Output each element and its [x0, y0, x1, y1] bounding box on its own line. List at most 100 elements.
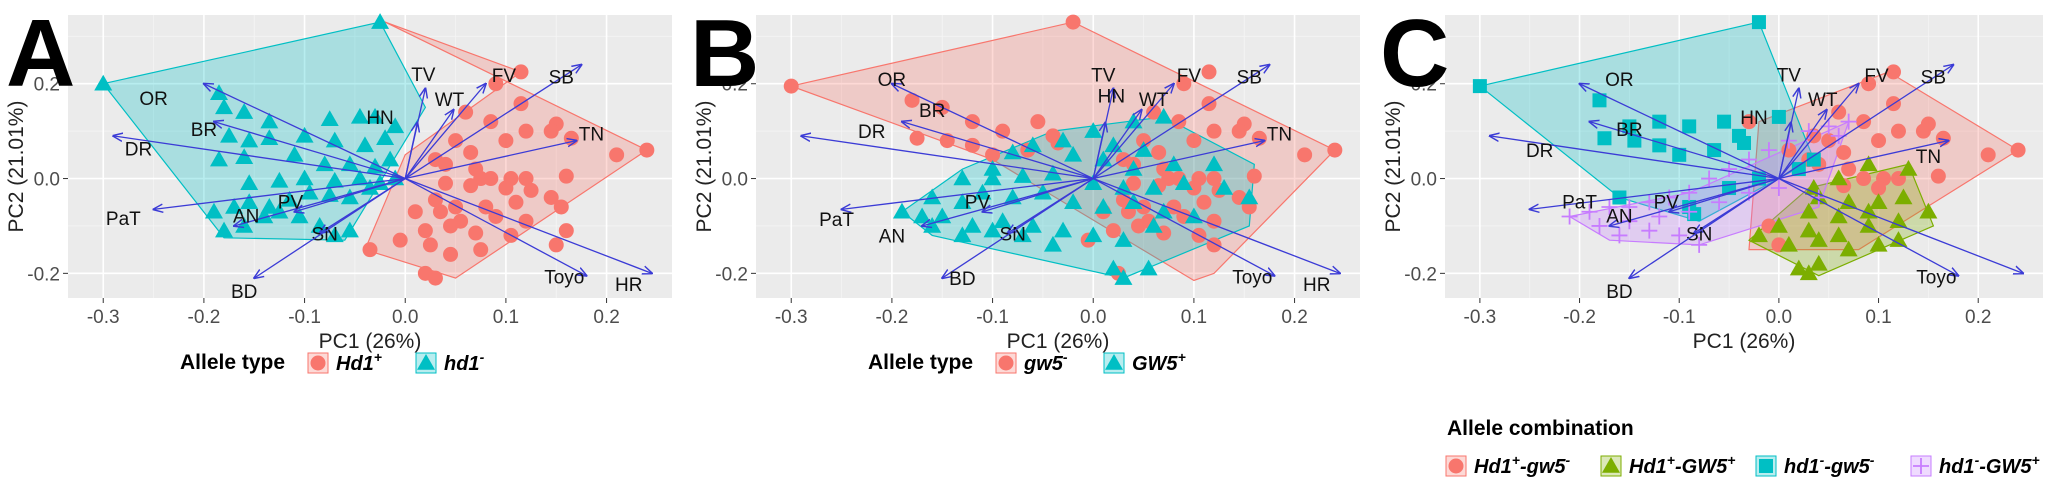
point-triangle [1124, 160, 1143, 176]
point-triangle [1205, 155, 1224, 172]
point-square [1737, 135, 1751, 150]
point-circle [1206, 123, 1222, 139]
loading-vector [1092, 123, 1105, 179]
point-circle [518, 213, 534, 229]
point-triangle [215, 221, 234, 238]
loading-vector [404, 65, 581, 180]
loading-vector [1580, 84, 1780, 180]
point-triangle [1114, 231, 1133, 247]
y-axis-title: PC2 (21.01%) [693, 101, 716, 233]
point-circle [392, 232, 408, 248]
legend-label-main: hd1 [1939, 456, 1975, 478]
legend-label-sup2: + [1727, 452, 1735, 468]
loading-label: TV [1091, 65, 1116, 86]
x-tick-label: -0.1 [288, 307, 321, 328]
point-triangle [963, 216, 982, 233]
point-circle [1206, 171, 1222, 187]
loading-vector [1778, 141, 1948, 180]
point-circle [1871, 180, 1887, 196]
loading-vector [842, 177, 1094, 210]
loading-label: BR [919, 101, 945, 122]
point-circle [558, 168, 574, 184]
point-circle [432, 204, 448, 220]
point-circle [1206, 213, 1222, 229]
point-circle [458, 104, 474, 120]
loading-vector [404, 84, 486, 179]
point-triangle [1789, 259, 1808, 276]
loading-label: SN [999, 225, 1025, 246]
point-triangle [320, 110, 339, 127]
point-triangle [1215, 179, 1234, 195]
loading-label: TN [1267, 125, 1292, 146]
point-triangle [983, 160, 1002, 176]
point-triangle [386, 117, 405, 134]
point-circle [463, 178, 479, 194]
point-triangle [1043, 235, 1062, 252]
point-triangle [381, 150, 400, 167]
legend-label: Hd1+-gw5- [1474, 452, 1571, 478]
point-circle [909, 130, 925, 146]
point-square [1652, 138, 1667, 153]
legend-marker [310, 355, 326, 371]
point-circle [1297, 147, 1313, 163]
loading-label: SB [1237, 68, 1262, 89]
point-triangle [325, 171, 344, 188]
loading-label: DR [858, 122, 885, 143]
point-plus [1760, 142, 1777, 159]
point-triangle [325, 226, 344, 243]
x-axis-title: PC1 (26%) [319, 330, 422, 353]
loading-vector [254, 178, 406, 279]
point-triangle [366, 107, 385, 124]
point-triangle [1104, 259, 1123, 276]
point-square [1751, 15, 1766, 30]
point-circle [543, 190, 559, 206]
loading-vector [1530, 177, 1779, 210]
loading-vector [404, 123, 417, 179]
point-triangle [1144, 216, 1163, 233]
point-triangle [1829, 169, 1848, 186]
points [1472, 15, 2026, 281]
loading-label: HN [366, 108, 393, 129]
point-triangle [1869, 193, 1888, 209]
point-circle [488, 76, 504, 92]
point-triangle [1064, 193, 1083, 209]
point-triangle [993, 212, 1012, 228]
plot-background [1445, 15, 2043, 298]
loading-label: TN [579, 125, 604, 146]
point-triangle [340, 221, 359, 238]
point-circle [1176, 76, 1192, 92]
loading-label: PV [1654, 192, 1680, 213]
point-triangle [225, 197, 244, 214]
point-plus [1651, 208, 1668, 225]
point-plus [1561, 208, 1578, 225]
loading-label: DR [125, 140, 152, 161]
point-square [1672, 147, 1687, 162]
y-tick-label: -0.2 [715, 264, 748, 285]
point-circle [468, 225, 484, 241]
point-circle [427, 270, 443, 286]
point-circle [1861, 76, 1877, 92]
point-triangle [1094, 197, 1113, 214]
loading-vector [1778, 123, 1791, 179]
point-circle [1886, 64, 1901, 80]
point-triangle [1919, 202, 1938, 219]
point-circle [443, 218, 459, 234]
point-plus [1840, 113, 1857, 130]
x-tick-label: 0.1 [493, 307, 519, 328]
point-square [1791, 162, 1806, 177]
loading-label: BR [191, 120, 217, 141]
loading-vector [1092, 110, 1141, 179]
point-circle [1821, 133, 1837, 149]
legend-label: GW5+ [1132, 349, 1186, 375]
loading-label: TN [1916, 147, 1941, 168]
loading-vector [983, 177, 1094, 212]
point-triangle [1003, 188, 1022, 205]
point-circle [1231, 123, 1247, 139]
point-triangle [340, 155, 359, 172]
loading-vector [1778, 177, 2023, 274]
loading-vector [892, 84, 1094, 180]
point-triangle [1013, 167, 1032, 183]
loading-label: Toyo [1232, 268, 1272, 289]
panel-a: -0.3 -0.2 -0.1 0.0 0.1 0.2 -0.2 0.0 0.2 OR BR DR TV F… [5, 0, 672, 375]
